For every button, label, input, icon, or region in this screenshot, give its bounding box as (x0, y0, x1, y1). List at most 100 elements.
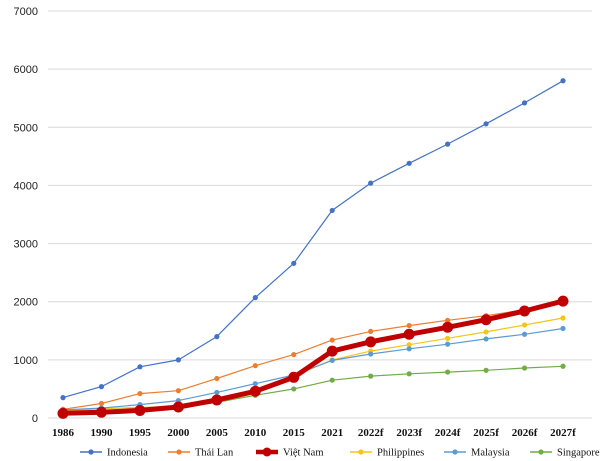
x-tick-label: 2010 (244, 427, 267, 439)
y-tick-label: 3000 (14, 239, 38, 251)
data-point (175, 388, 181, 394)
series-line (62, 302, 564, 410)
data-point (214, 334, 220, 340)
data-point (95, 406, 107, 418)
data-point (57, 407, 69, 419)
legend-item: Thái Lan (168, 448, 234, 459)
series-line (62, 80, 564, 399)
legend-label: Indonesia (107, 448, 148, 459)
y-tick-label: 6000 (14, 64, 38, 76)
data-point (557, 295, 569, 307)
data-point (480, 314, 492, 326)
data-point (560, 315, 566, 321)
data-point (483, 121, 489, 127)
series-0 (60, 78, 566, 401)
legend-swatch-marker (88, 449, 94, 455)
data-point (329, 337, 335, 343)
data-point (483, 336, 489, 342)
legend-label: Malaysia (471, 448, 510, 459)
legend-swatch-marker (262, 447, 272, 457)
legend-swatch-marker (358, 449, 364, 455)
legend-swatch-marker (538, 449, 544, 455)
data-point (98, 400, 105, 407)
legend: Indonesia Thái Lan Việt Nam Philippines Mala… (80, 447, 600, 459)
x-tick-label: 2015 (283, 427, 306, 439)
data-point (368, 328, 374, 334)
data-point (288, 371, 300, 383)
data-point (137, 364, 143, 370)
legend-swatch-marker (452, 449, 458, 455)
series-line (60, 298, 566, 416)
legend-label: Thái Lan (195, 448, 234, 459)
data-point (326, 345, 338, 357)
legend-swatch-marker (176, 449, 182, 455)
data-point (291, 352, 297, 358)
legend-item: Việt Nam (256, 447, 323, 459)
x-tick-label: 2027f (550, 427, 576, 439)
data-point (368, 180, 374, 186)
data-point (521, 100, 528, 106)
data-point (329, 357, 335, 364)
data-point (291, 386, 297, 392)
legend-label: Việt Nam (283, 448, 323, 459)
legend-item: Malaysia (444, 448, 510, 459)
data-point (175, 357, 181, 363)
data-point (368, 351, 374, 357)
x-tick-label: 1986 (52, 427, 75, 439)
legend-label: Singapore (557, 448, 600, 459)
data-point (445, 317, 451, 323)
data-point (445, 335, 451, 341)
data-point (249, 385, 261, 397)
data-point (252, 363, 258, 369)
x-tick-label: 2005 (206, 427, 229, 439)
legend-item: Philippines (350, 448, 424, 459)
data-point (445, 341, 451, 347)
data-point (560, 325, 566, 332)
y-tick-label: 5000 (14, 122, 38, 134)
data-point (406, 346, 412, 352)
data-point (365, 336, 377, 348)
y-tick-label: 4000 (14, 180, 38, 192)
data-point (406, 322, 412, 329)
data-point (406, 371, 412, 377)
series-line (62, 327, 564, 411)
data-point (291, 260, 297, 266)
x-tick-label: 1990 (90, 427, 113, 439)
data-point (172, 401, 184, 413)
legend-item: Singapore (530, 448, 600, 459)
data-point (442, 321, 454, 333)
x-tick-label: 2024f (435, 427, 461, 439)
data-point (137, 390, 143, 397)
data-point (252, 381, 258, 387)
data-point (134, 404, 146, 416)
x-tick-label: 2021 (321, 427, 343, 439)
axes: 0 1000 2000 3000 4000 5000 6000 7000 1986 1990 199… (14, 6, 577, 439)
data-point (560, 78, 566, 84)
x-tick-label: 2022f (358, 427, 384, 439)
data-point (406, 342, 412, 348)
data-point (483, 367, 489, 373)
x-tick-label: 2000 (167, 427, 190, 439)
data-point (329, 377, 335, 383)
legend-item: Indonesia (80, 448, 148, 459)
data-point (445, 141, 451, 147)
data-point (406, 160, 412, 166)
data-point (60, 395, 66, 401)
data-point (403, 328, 415, 340)
data-point (521, 365, 528, 371)
x-tick-label: 1995 (129, 427, 152, 439)
y-tick-label: 7000 (14, 6, 38, 18)
data-point (445, 369, 451, 375)
y-tick-label: 2000 (14, 297, 38, 309)
gridlines (48, 10, 592, 419)
data-point (252, 295, 258, 301)
data-point (521, 331, 528, 337)
data-point (211, 394, 223, 406)
data-point (483, 329, 489, 335)
x-tick-label: 2023f (396, 427, 422, 439)
series-lines (57, 78, 569, 419)
data-point (519, 305, 531, 317)
y-tick-label: 0 (32, 413, 38, 425)
